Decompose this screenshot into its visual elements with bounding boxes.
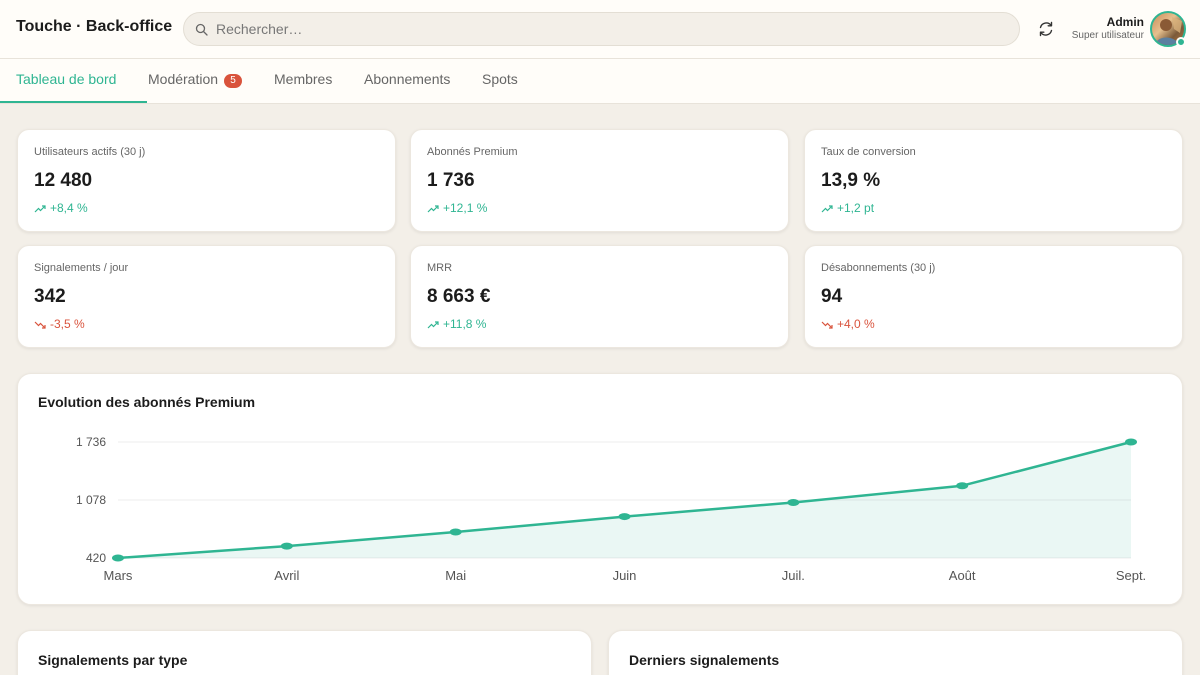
x-tick-label: Août xyxy=(949,568,976,583)
kpi-reports-per-day: Signalements / jour 342 -3,5 % xyxy=(17,245,396,348)
search-icon xyxy=(195,23,208,36)
tab-members[interactable]: Membres xyxy=(274,59,332,103)
kpi-delta: -3,5 % xyxy=(34,317,85,331)
tab-subscriptions[interactable]: Abonnements xyxy=(364,59,450,103)
app-title: Touche · Back-office xyxy=(16,18,173,35)
kpi-label: Abonnés Premium xyxy=(427,146,518,158)
kpi-label: Utilisateurs actifs (30 j) xyxy=(34,146,146,158)
kpi-delta: +4,0 % xyxy=(821,317,875,331)
data-point xyxy=(280,542,293,550)
kpi-active-users: Utilisateurs actifs (30 j) 12 480 +8,4 % xyxy=(17,129,396,232)
avatar-photo xyxy=(1155,17,1182,45)
tab-spots[interactable]: Spots xyxy=(482,59,518,103)
user-role: Super utilisateur xyxy=(1071,30,1144,41)
y-tick-label: 1 736 xyxy=(76,435,106,449)
tab-label: Abonnements xyxy=(364,71,451,87)
x-tick-label: Mars xyxy=(104,568,133,583)
trend-up-icon xyxy=(427,205,439,213)
kpi-label: Taux de conversion xyxy=(821,146,916,158)
trend-up-icon xyxy=(821,205,833,213)
trend-down-icon xyxy=(821,321,833,329)
premium-area-chart: 420 1 078 1 736 Mars Avril Mai Juin Juil. Août Se… xyxy=(76,435,1146,583)
kpi-label: MRR xyxy=(427,262,453,274)
kpi-unsubscriptions: Désabonnements (30 j) 94 +4,0 % xyxy=(804,245,1183,348)
data-point xyxy=(787,498,800,506)
series-area xyxy=(118,442,1131,558)
x-tick-label: Juil. xyxy=(782,568,805,583)
kpi-value: 94 xyxy=(821,286,843,307)
kpi-label: Signalements / jour xyxy=(34,262,129,274)
search-input[interactable] xyxy=(216,13,996,45)
kpi-delta: +11,8 % xyxy=(427,317,486,331)
kpi-mrr: MRR 8 663 € +11,8 % xyxy=(410,245,789,348)
kpi-delta: +12,1 % xyxy=(427,201,487,215)
y-tick-label: 1 078 xyxy=(76,493,106,507)
section-title: Derniers signalements xyxy=(629,652,780,668)
data-point xyxy=(618,513,631,521)
online-status-dot xyxy=(1176,37,1186,47)
kpi-value: 1 736 xyxy=(427,170,475,191)
tab-bar: Tableau de bord Modération 5 Membres Abon… xyxy=(0,59,1200,104)
kpi-value: 8 663 € xyxy=(427,286,491,307)
reports-by-type-card: Signalements par type xyxy=(17,630,592,675)
kpi-delta: +8,4 % xyxy=(34,201,88,215)
data-point xyxy=(112,554,124,562)
kpi-premium-subscribers: Abonnés Premium 1 736 +12,1 % xyxy=(410,129,789,232)
x-tick-label: Sept. xyxy=(1116,568,1146,583)
data-point xyxy=(449,528,462,536)
chart-title: Evolution des abonnés Premium xyxy=(38,394,256,410)
kpi-value: 342 xyxy=(34,286,66,307)
tab-moderation[interactable]: Modération 5 xyxy=(148,59,243,103)
search-box[interactable] xyxy=(183,12,1020,46)
trend-up-icon xyxy=(34,205,46,213)
x-tick-label: Juin xyxy=(613,568,637,583)
data-point xyxy=(956,482,969,490)
refresh-button[interactable] xyxy=(1035,18,1057,40)
x-tick-label: Avril xyxy=(274,568,299,583)
latest-reports-card: Derniers signalements xyxy=(608,630,1183,675)
kpi-delta: +1,2 pt xyxy=(821,201,874,215)
tab-label: Tableau de bord xyxy=(16,71,117,87)
moderation-count-badge: 5 xyxy=(224,74,243,88)
kpi-value: 12 480 xyxy=(34,170,93,191)
trend-up-icon xyxy=(427,321,439,329)
refresh-icon xyxy=(1039,21,1053,37)
section-title: Signalements par type xyxy=(38,652,188,668)
data-point xyxy=(1125,438,1137,446)
tab-label: Spots xyxy=(482,71,518,87)
kpi-value: 13,9 % xyxy=(821,170,881,191)
kpi-label: Désabonnements (30 j) xyxy=(821,262,936,274)
y-tick-label: 420 xyxy=(86,551,106,565)
tab-dashboard[interactable]: Tableau de bord xyxy=(0,59,147,103)
kpi-conversion-rate: Taux de conversion 13,9 % +1,2 pt xyxy=(804,129,1183,232)
premium-chart-card: Evolution des abonnés Premium 420 1 078 1 … xyxy=(17,373,1183,605)
tab-label: Membres xyxy=(274,71,333,87)
tab-label: Modération xyxy=(148,71,219,87)
trend-down-icon xyxy=(34,321,46,329)
x-tick-label: Mai xyxy=(445,568,466,583)
top-bar: Touche · Back-office Admin Super utilisa… xyxy=(0,0,1200,59)
user-name: Admin xyxy=(1106,15,1144,29)
